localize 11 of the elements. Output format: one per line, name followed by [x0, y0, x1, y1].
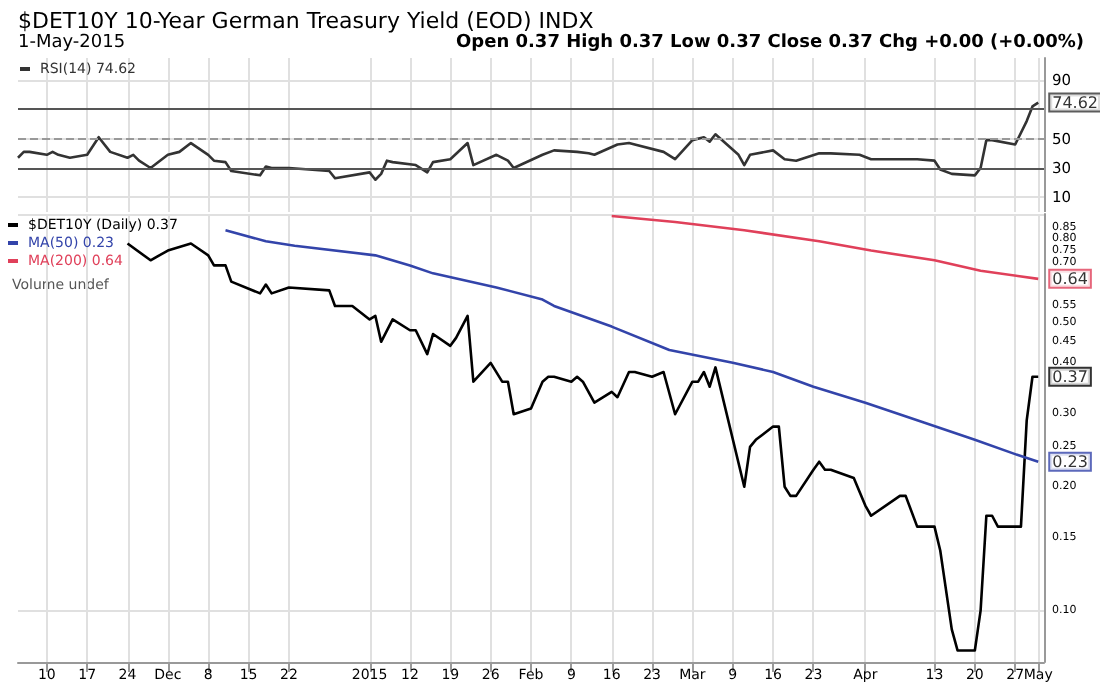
line-series [126, 242, 1040, 652]
annotation: 0.23 [1052, 452, 1088, 471]
chart-subtitle: 1-May-2015 [18, 33, 126, 53]
line-series [16, 101, 1040, 182]
chart-title: $DET10Y 10-Year German Treasury Yield (EOD) INDX [18, 8, 595, 34]
line-series [610, 214, 1040, 281]
annotation: 0.64 [1052, 269, 1088, 288]
annotation: 0.37 [1052, 367, 1088, 386]
text: Open 0.37 High 0.37 Low 0.37 Close 0.37 Chg +0.00 (+0.00%) [456, 33, 1085, 53]
annotation: 74.62 [1052, 93, 1099, 112]
line-series [224, 228, 1040, 464]
